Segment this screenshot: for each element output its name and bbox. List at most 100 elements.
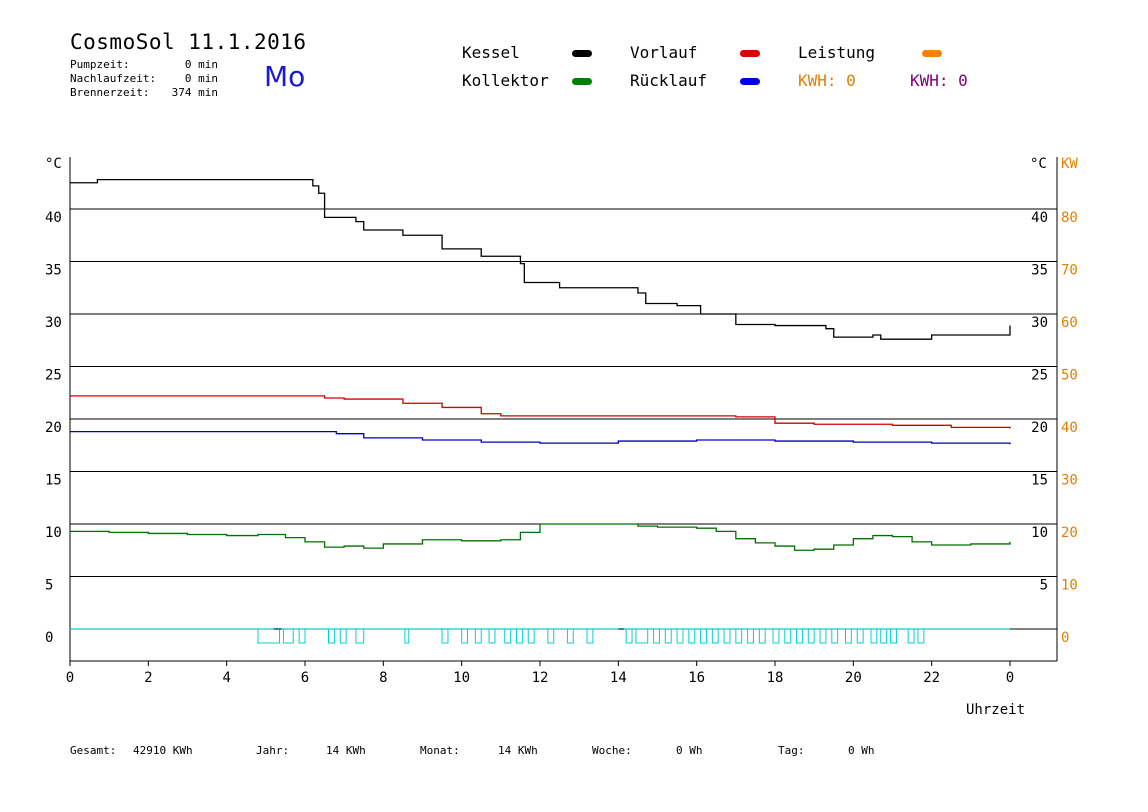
power-pulse	[700, 628, 707, 644]
y-tick-label-left: 15	[45, 473, 62, 489]
power-pulse	[664, 628, 672, 644]
power-pulse	[586, 628, 594, 644]
y-tick-label-power: 0	[1061, 630, 1069, 646]
power-pulse	[784, 628, 792, 644]
kwh-purple: KWH: 0	[910, 71, 968, 90]
x-tick-label: 8	[379, 670, 387, 686]
power-pulse	[298, 628, 306, 644]
power-pulse	[282, 628, 294, 644]
series-lines	[70, 178, 1011, 630]
power-pulse	[474, 628, 482, 644]
x-tick-label: 16	[688, 670, 705, 686]
grid-lines	[70, 208, 1057, 630]
y-tick-label-left: 5	[45, 578, 53, 594]
power-pulses	[257, 628, 925, 644]
weekday-label: Mo	[264, 60, 306, 93]
y-tick-label-left: 35	[45, 263, 62, 279]
x-tick-label: 22	[923, 670, 940, 686]
footer-woche-label: Woche:	[592, 744, 632, 757]
y-tick-label-right: 40	[1031, 210, 1048, 226]
chart-title: CosmoSol 11.1.2016	[70, 30, 307, 54]
y-axis-unit-right: °C	[1030, 156, 1047, 172]
footer-gesamt-label: Gesamt:	[70, 744, 117, 757]
legend-swatch-kollektor	[572, 78, 592, 85]
legend-label-leistung: Leistung	[798, 43, 876, 62]
power-pulse	[547, 628, 555, 644]
kwh-orange: KWH: 0	[798, 71, 856, 90]
y-tick-label-right: 5	[1040, 578, 1048, 594]
power-pulse	[856, 628, 864, 644]
stat-label-brennerzeit: Brennerzeit:	[70, 86, 150, 99]
x-axis-label: Uhrzeit	[966, 702, 1026, 718]
y-tick-label-left: 10	[45, 525, 62, 541]
power-pulse	[723, 628, 731, 644]
y-tick-label-power: 70	[1061, 263, 1078, 279]
footer-monat-label: Monat:	[420, 744, 460, 757]
power-pulse	[257, 628, 281, 644]
power-pulse	[831, 628, 839, 644]
x-tick-label: 10	[453, 670, 470, 686]
y-tick-label-left: 0	[45, 630, 53, 646]
y-tick-label-power: 20	[1061, 525, 1078, 541]
power-pulse	[441, 628, 449, 644]
x-tick-label: 6	[301, 670, 309, 686]
footer-woche-value: 0 Wh	[676, 744, 703, 757]
power-pulse	[870, 628, 878, 644]
footer-gesamt-value: 42910 KWh	[133, 744, 193, 757]
footer-tag-label: Tag:	[778, 744, 805, 757]
y-tick-label-power: 60	[1061, 315, 1078, 331]
stat-label-nachlaufzeit: Nachlaufzeit:	[70, 72, 157, 85]
y-tick-label-right: 35	[1031, 263, 1048, 279]
series-rcklauf	[70, 430, 1011, 445]
power-pulse	[504, 628, 512, 644]
power-pulse	[516, 628, 523, 644]
stat-label-pumpzeit: Pumpzeit:	[70, 58, 130, 71]
y-tick-label-right: 10	[1031, 525, 1048, 541]
power-pulse	[527, 628, 535, 644]
legend-label-kessel: Kessel	[462, 43, 520, 62]
x-tick-label: 20	[845, 670, 862, 686]
stat-value-nachlaufzeit: 0 min	[184, 72, 218, 85]
y-tick-label-power: 80	[1061, 210, 1078, 226]
x-tick-label: 2	[144, 670, 152, 686]
power-pulse	[676, 628, 684, 644]
y-tick-label-left: 40	[45, 210, 62, 226]
footer-jahr-label: Jahr:	[256, 744, 290, 757]
power-pulse	[735, 628, 743, 644]
power-pulse	[355, 628, 365, 644]
legend-swatch-vorlauf	[740, 50, 760, 57]
power-pulse	[488, 628, 496, 644]
y-tick-label-power: 40	[1061, 420, 1078, 436]
series-kollektor	[70, 523, 1011, 551]
power-pulse	[747, 628, 754, 644]
power-pulse	[404, 628, 410, 644]
y-tick-label-right: 15	[1031, 473, 1048, 489]
x-tick-label: 0	[66, 670, 74, 686]
series-vorlauf	[70, 395, 1011, 429]
power-pulse	[917, 628, 925, 644]
power-pulse	[807, 628, 815, 644]
legend-label-vorlauf: Vorlauf	[630, 43, 698, 62]
power-pulse	[688, 628, 696, 644]
axes	[69, 157, 1058, 666]
y-tick-label-left: 20	[45, 420, 62, 436]
x-tick-label: 14	[610, 670, 627, 686]
power-pulse	[711, 628, 719, 644]
power-pulse	[635, 628, 649, 644]
legend-label-ruecklauf: Rücklauf	[630, 71, 708, 90]
power-pulse	[625, 628, 633, 644]
power-pulse	[566, 628, 574, 644]
power-pulse	[339, 628, 347, 644]
legend-swatch-ruecklauf	[740, 78, 760, 85]
x-tick-label: 18	[767, 670, 784, 686]
y-tick-label-right: 30	[1031, 315, 1048, 331]
power-pulse	[758, 628, 766, 644]
legend-swatch-leistung	[922, 50, 942, 57]
y-tick-label-right: 25	[1031, 368, 1048, 384]
power-pulse	[653, 628, 660, 644]
power-pulse	[890, 628, 897, 644]
y-axis-unit-power: KW	[1061, 156, 1078, 172]
power-pulse	[796, 628, 803, 644]
y-tick-label-power: 30	[1061, 473, 1078, 489]
